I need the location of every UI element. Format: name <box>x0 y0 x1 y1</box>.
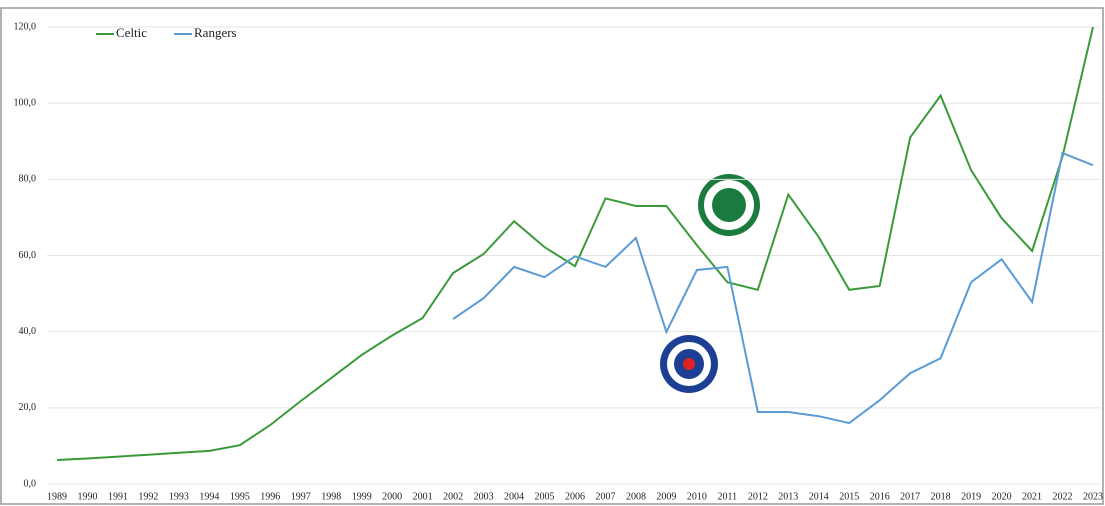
x-tick-label: 1991 <box>108 491 128 502</box>
x-tick-label: 1994 <box>199 491 219 502</box>
rangers-logo <box>660 335 718 393</box>
line-series <box>56 26 1094 461</box>
x-tick-label: 2004 <box>504 491 524 502</box>
y-tick-label: 40,0 <box>19 326 37 337</box>
y-tick-label: 100,0 <box>14 97 37 108</box>
legend-label: Celtic <box>116 25 147 40</box>
y-tick-label: 80,0 <box>19 174 37 185</box>
y-tick-label: 120,0 <box>14 21 37 32</box>
x-tick-label: 1999 <box>352 491 372 502</box>
x-tick-label: 2013 <box>778 491 798 502</box>
x-tick-label: 2017 <box>900 491 920 502</box>
line-series <box>452 151 1094 425</box>
x-tick-label: 2005 <box>535 491 555 502</box>
y-tick-label: 20,0 <box>19 402 37 413</box>
x-tick-label: 1993 <box>169 491 189 502</box>
x-tick-label: 2020 <box>992 491 1012 502</box>
x-tick-label: 2015 <box>839 491 859 502</box>
x-tick-label: 2014 <box>809 491 829 502</box>
x-tick-label: 2012 <box>748 491 768 502</box>
x-tick-label: 1995 <box>230 491 250 502</box>
x-tick-label: 2003 <box>474 491 494 502</box>
x-tick-label: 2011 <box>718 491 738 502</box>
x-tick-label: 1992 <box>138 491 158 502</box>
x-tick-label: 2007 <box>595 491 615 502</box>
x-tick-label: 1996 <box>260 491 280 502</box>
x-tick-label: 2001 <box>413 491 433 502</box>
x-tick-label: 2010 <box>687 491 707 502</box>
x-tick-label: 2009 <box>656 491 676 502</box>
x-tick-label: 2016 <box>870 491 890 502</box>
x-tick-label: 2006 <box>565 491 585 502</box>
x-tick-label: 2019 <box>961 491 981 502</box>
x-tick-label: 2002 <box>443 491 463 502</box>
x-tick-label: 1990 <box>77 491 97 502</box>
y-tick-label: 60,0 <box>19 250 37 261</box>
x-tick-label: 1997 <box>291 491 311 502</box>
x-tick-label: 2023 <box>1083 491 1103 502</box>
x-tick-label: 2021 <box>1022 491 1042 502</box>
x-tick-label: 2008 <box>626 491 646 502</box>
x-tick-label: 2000 <box>382 491 402 502</box>
y-tick-label: 0,0 <box>24 478 37 489</box>
x-tick-label: 1998 <box>321 491 341 502</box>
legend-label: Rangers <box>194 25 237 40</box>
x-tick-label: 2022 <box>1053 491 1073 502</box>
x-tick-label: 2018 <box>931 491 951 502</box>
x-tick-label: 1989 <box>47 491 67 502</box>
celtic-logo <box>698 174 760 236</box>
